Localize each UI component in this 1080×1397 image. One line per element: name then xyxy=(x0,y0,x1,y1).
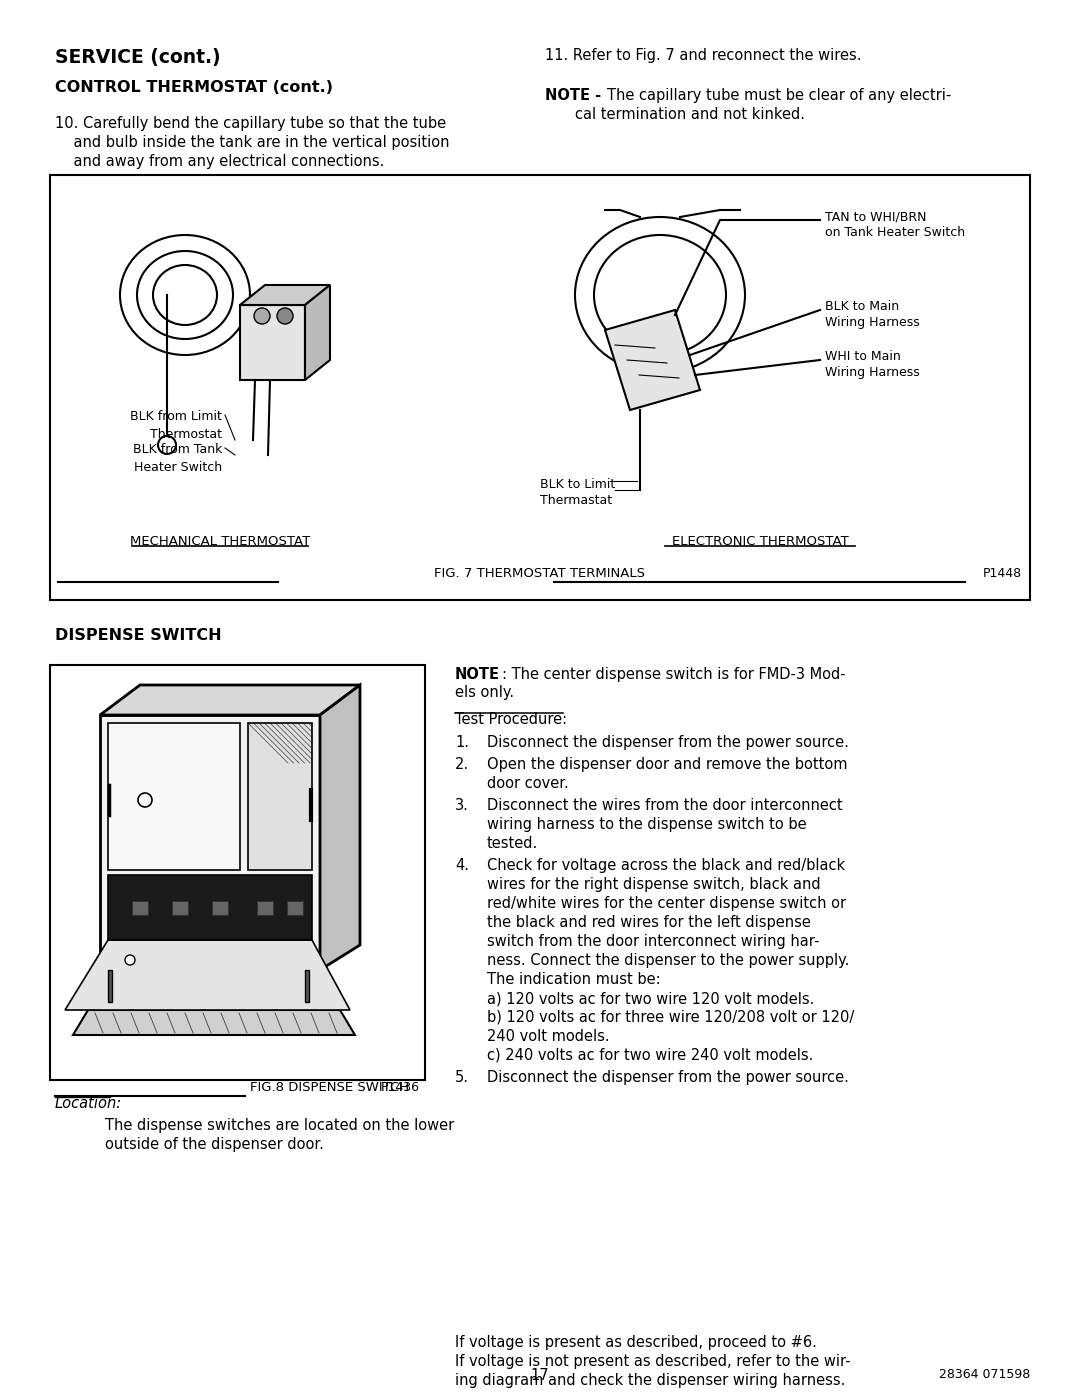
Circle shape xyxy=(254,307,270,324)
Polygon shape xyxy=(65,940,350,1010)
Text: Thermostat: Thermostat xyxy=(150,427,222,441)
Text: on Tank Heater Switch: on Tank Heater Switch xyxy=(825,226,966,239)
Text: 240 volt models.: 240 volt models. xyxy=(487,1030,609,1044)
Text: c) 240 volts ac for two wire 240 volt models.: c) 240 volts ac for two wire 240 volt mo… xyxy=(487,1048,813,1063)
Text: switch from the door interconnect wiring har-: switch from the door interconnect wiring… xyxy=(487,935,820,949)
Text: If voltage is present as described, proceed to #6.: If voltage is present as described, proc… xyxy=(455,1336,816,1350)
Text: NOTE -: NOTE - xyxy=(545,88,602,103)
Text: 28364 071598: 28364 071598 xyxy=(939,1368,1030,1382)
Text: 4.: 4. xyxy=(455,858,469,873)
Text: wiring harness to the dispense switch to be: wiring harness to the dispense switch to… xyxy=(487,817,807,833)
Text: Wiring Harness: Wiring Harness xyxy=(825,316,920,330)
Text: SERVICE (cont.): SERVICE (cont.) xyxy=(55,47,220,67)
Text: NOTE: NOTE xyxy=(455,666,500,682)
Text: 10. Carefully bend the capillary tube so that the tube: 10. Carefully bend the capillary tube so… xyxy=(55,116,446,131)
Bar xyxy=(132,901,148,915)
Polygon shape xyxy=(305,970,309,1002)
Circle shape xyxy=(276,307,293,324)
Text: cal termination and not kinked.: cal termination and not kinked. xyxy=(575,108,805,122)
Circle shape xyxy=(158,436,176,454)
Text: ness. Connect the dispenser to the power supply.: ness. Connect the dispenser to the power… xyxy=(487,953,849,968)
Text: Open the dispenser door and remove the bottom: Open the dispenser door and remove the b… xyxy=(487,757,848,773)
Text: WHI to Main: WHI to Main xyxy=(825,351,901,363)
Text: Check for voltage across the black and red/black: Check for voltage across the black and r… xyxy=(487,858,846,873)
Text: The indication must be:: The indication must be: xyxy=(487,972,661,988)
Polygon shape xyxy=(248,724,312,870)
Polygon shape xyxy=(320,685,360,970)
Text: MECHANICAL THERMOSTAT: MECHANICAL THERMOSTAT xyxy=(130,535,310,548)
Text: 17: 17 xyxy=(530,1368,550,1383)
Text: a) 120 volts ac for two wire 120 volt models.: a) 120 volts ac for two wire 120 volt mo… xyxy=(487,990,814,1006)
Text: the black and red wires for the left dispense: the black and red wires for the left dis… xyxy=(487,915,811,930)
Text: tested.: tested. xyxy=(487,835,538,851)
Text: BLK from Limit: BLK from Limit xyxy=(130,409,222,423)
Polygon shape xyxy=(305,285,330,380)
Text: ing diagram and check the dispenser wiring harness.: ing diagram and check the dispenser wiri… xyxy=(455,1373,846,1389)
Text: ELECTRONIC THERMOSTAT: ELECTRONIC THERMOSTAT xyxy=(672,535,849,548)
Text: CONTROL THERMOSTAT (cont.): CONTROL THERMOSTAT (cont.) xyxy=(55,80,333,95)
Text: Disconnect the dispenser from the power source.: Disconnect the dispenser from the power … xyxy=(487,1070,849,1085)
Text: TAN to WHI/BRN: TAN to WHI/BRN xyxy=(825,210,927,224)
Text: Location:: Location: xyxy=(55,1097,122,1111)
Text: els only.: els only. xyxy=(455,685,514,700)
Bar xyxy=(172,901,188,915)
Text: outside of the dispenser door.: outside of the dispenser door. xyxy=(105,1137,324,1153)
Text: red/white wires for the center dispense switch or: red/white wires for the center dispense … xyxy=(487,895,846,911)
Text: 5.: 5. xyxy=(455,1070,469,1085)
Text: Disconnect the dispenser from the power source.: Disconnect the dispenser from the power … xyxy=(487,735,849,750)
Text: 3.: 3. xyxy=(455,798,469,813)
Text: FIG.8 DISPENSE SWITCH: FIG.8 DISPENSE SWITCH xyxy=(249,1081,409,1094)
Polygon shape xyxy=(108,724,240,870)
Text: and bulb inside the tank are in the vertical position: and bulb inside the tank are in the vert… xyxy=(55,136,449,149)
Text: Wiring Harness: Wiring Harness xyxy=(825,366,920,379)
Text: wires for the right dispense switch, black and: wires for the right dispense switch, bla… xyxy=(487,877,821,893)
Text: P1436: P1436 xyxy=(381,1081,420,1094)
Text: 11. Refer to Fig. 7 and reconnect the wires.: 11. Refer to Fig. 7 and reconnect the wi… xyxy=(545,47,862,63)
Circle shape xyxy=(125,956,135,965)
Polygon shape xyxy=(108,970,112,1002)
Text: Disconnect the wires from the door interconnect: Disconnect the wires from the door inter… xyxy=(487,798,842,813)
Polygon shape xyxy=(240,305,305,380)
Text: Test Procedure:: Test Procedure: xyxy=(455,712,567,726)
Bar xyxy=(212,901,228,915)
Text: If voltage is not present as described, refer to the wir-: If voltage is not present as described, … xyxy=(455,1354,851,1369)
Text: Heater Switch: Heater Switch xyxy=(134,461,222,474)
Polygon shape xyxy=(73,1010,355,1035)
Bar xyxy=(257,901,273,915)
Polygon shape xyxy=(605,310,700,409)
Bar xyxy=(50,665,426,1080)
Polygon shape xyxy=(108,875,312,940)
Text: : The center dispense switch is for FMD-3 Mod-: : The center dispense switch is for FMD-… xyxy=(502,666,846,682)
Text: BLK from Tank: BLK from Tank xyxy=(133,443,222,455)
Text: 1.: 1. xyxy=(455,735,469,750)
Text: DISPENSE SWITCH: DISPENSE SWITCH xyxy=(55,629,221,643)
Text: BLK to Main: BLK to Main xyxy=(825,300,900,313)
Bar xyxy=(50,175,1030,599)
Text: FIG. 7 THERMOSTAT TERMINALS: FIG. 7 THERMOSTAT TERMINALS xyxy=(434,567,646,580)
Text: P1448: P1448 xyxy=(983,567,1022,580)
Text: The dispense switches are located on the lower: The dispense switches are located on the… xyxy=(105,1118,455,1133)
Text: BLK to Limit: BLK to Limit xyxy=(540,478,616,490)
Polygon shape xyxy=(100,685,360,715)
Text: 2.: 2. xyxy=(455,757,469,773)
Polygon shape xyxy=(240,285,330,305)
Bar xyxy=(287,901,303,915)
Text: The capillary tube must be clear of any electri-: The capillary tube must be clear of any … xyxy=(607,88,951,103)
Polygon shape xyxy=(100,715,320,970)
Text: door cover.: door cover. xyxy=(487,775,569,791)
Text: b) 120 volts ac for three wire 120/208 volt or 120/: b) 120 volts ac for three wire 120/208 v… xyxy=(487,1010,854,1025)
Text: and away from any electrical connections.: and away from any electrical connections… xyxy=(55,154,384,169)
Text: Thermastat: Thermastat xyxy=(540,495,612,507)
